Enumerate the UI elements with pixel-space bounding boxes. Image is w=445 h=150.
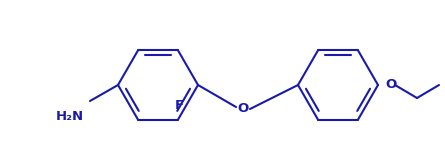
Text: O: O — [385, 78, 396, 92]
Text: F: F — [174, 99, 184, 112]
Text: O: O — [237, 102, 249, 116]
Text: H₂N: H₂N — [56, 110, 84, 123]
